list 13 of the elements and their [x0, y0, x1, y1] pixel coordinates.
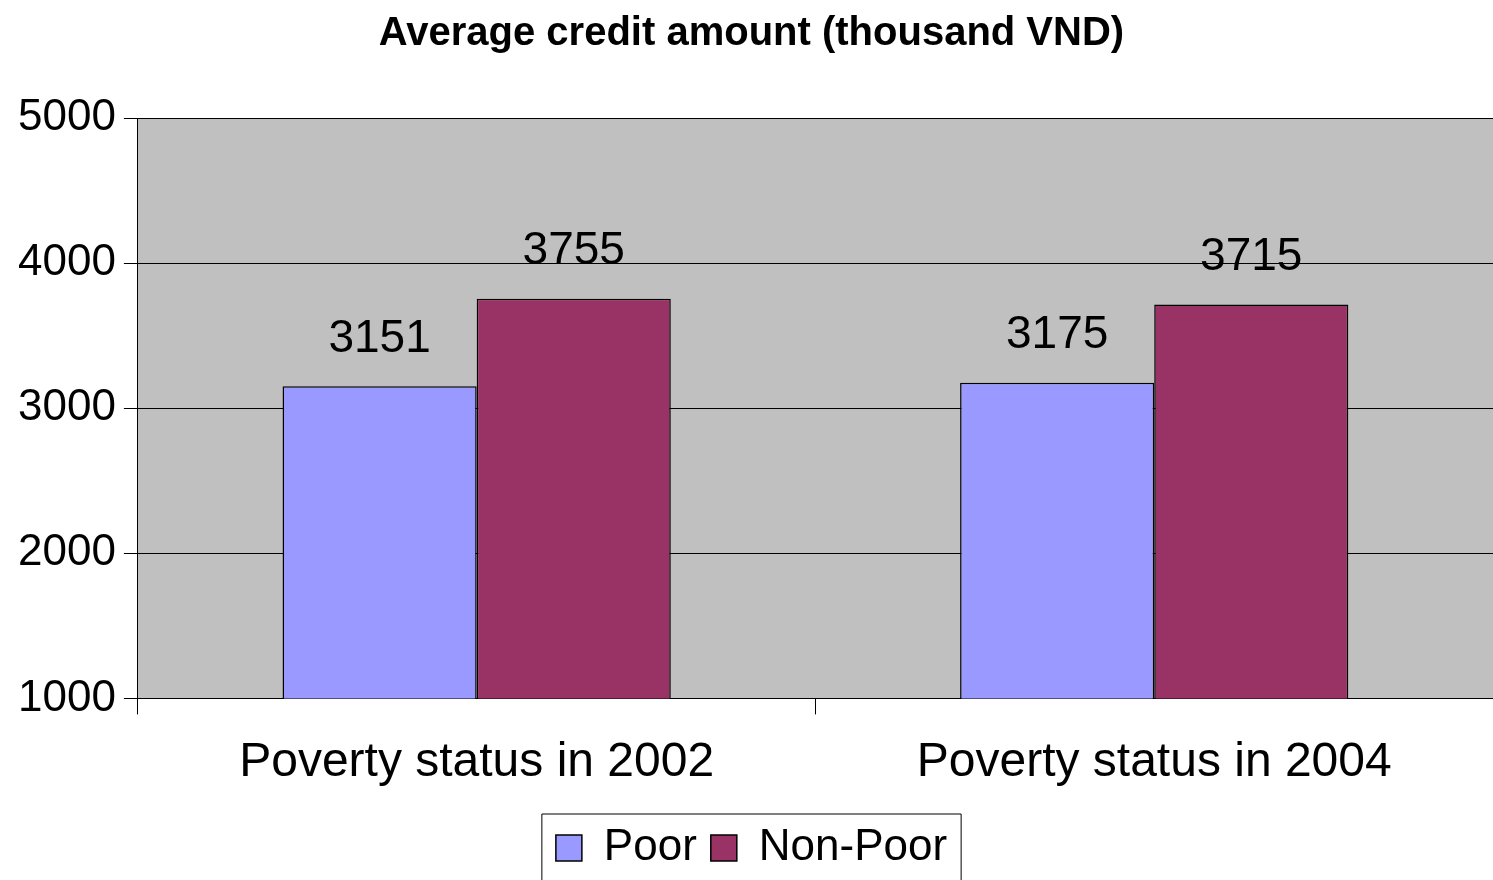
legend-label: Non-Poor — [758, 820, 948, 870]
y-tick-label: 3000 — [17, 380, 116, 430]
x-tick-label: Poverty status in 2002 — [239, 733, 715, 787]
y-tick-label: 4000 — [17, 235, 116, 285]
y-tick-label: 1000 — [17, 670, 116, 720]
y-tick-label: 5000 — [17, 90, 116, 140]
x-tick-label: Poverty status in 2004 — [916, 733, 1392, 787]
legend-label: Poor — [603, 820, 697, 870]
chart-title: Average credit amount (thousand VND) — [378, 9, 1125, 54]
data-label: 3755 — [522, 222, 625, 275]
data-label: 3151 — [328, 309, 431, 362]
data-label: 3175 — [1005, 306, 1109, 359]
y-tick-label: 2000 — [17, 525, 116, 575]
